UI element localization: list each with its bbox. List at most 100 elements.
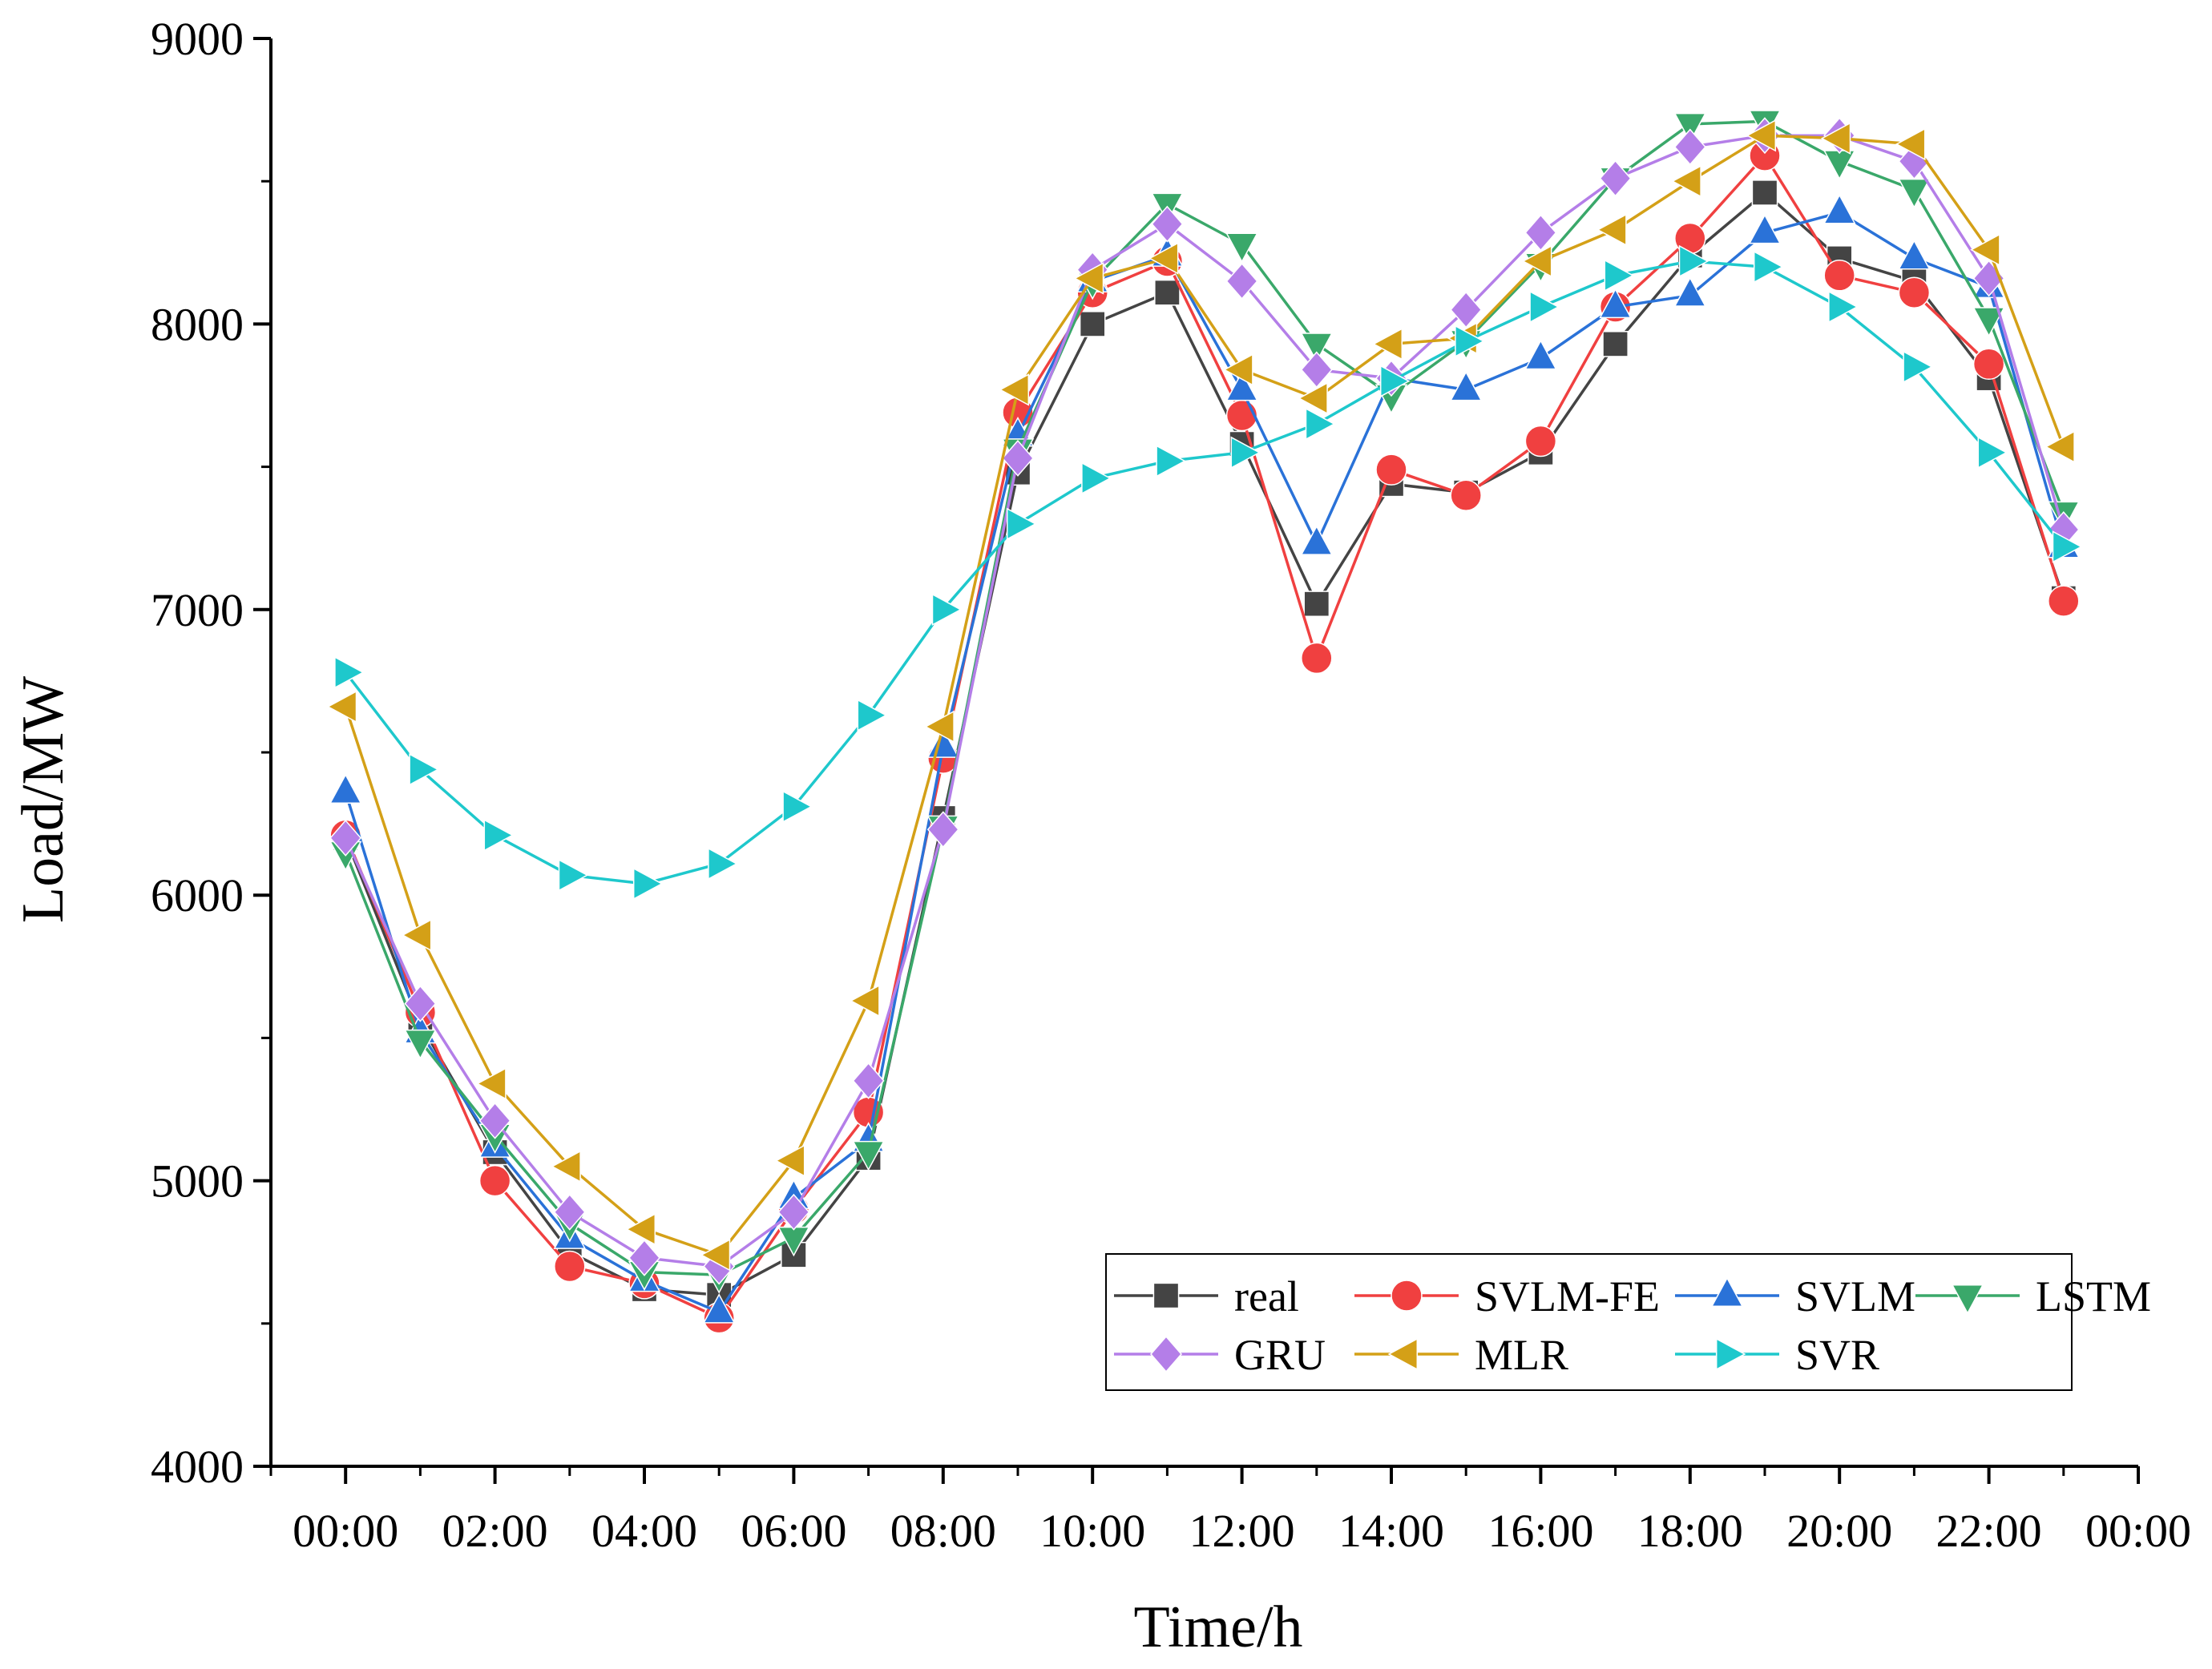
legend-label: GRU — [1234, 1331, 1326, 1379]
data-point-mlr — [625, 1212, 656, 1246]
data-point-svr — [1977, 436, 2008, 470]
y-tick-label: 6000 — [151, 869, 244, 921]
y-axis-title: Load/MW — [10, 676, 76, 923]
legend-box — [1105, 1253, 2073, 1391]
data-point-mlr — [1073, 262, 1104, 295]
data-point-svlm-fe — [1524, 425, 1557, 458]
series-svlm — [329, 193, 2081, 1324]
data-point-svlm-fe — [478, 1164, 511, 1197]
data-point-svlm — [1449, 370, 1483, 401]
data-point-gru — [1524, 214, 1557, 252]
data-point-svr — [1678, 244, 1709, 278]
data-point-gru — [1972, 260, 2005, 297]
data-point-lstm — [1300, 333, 1334, 363]
legend-item-real: real — [1114, 1272, 1299, 1320]
data-point-mlr — [924, 710, 955, 744]
data-point-svlm — [1673, 276, 1707, 307]
data-point-gru — [1599, 159, 1632, 197]
data-point-mlr — [326, 690, 357, 724]
series-line-gru — [344, 134, 2065, 1268]
data-point-svlm-fe — [554, 1250, 586, 1283]
data-point-lstm — [404, 1029, 437, 1060]
data-point-real — [1751, 179, 1778, 206]
data-point-gru — [1225, 262, 1258, 300]
series-svr — [334, 244, 2083, 901]
x-axis-title: Time/h — [1133, 1594, 1302, 1660]
x-tick-label: 06:00 — [741, 1505, 846, 1557]
data-point-mlr — [1596, 213, 1627, 247]
data-point-mlr — [1521, 244, 1552, 278]
data-point-svr — [632, 867, 664, 901]
data-point-svlm — [1300, 525, 1334, 555]
data-point-svr — [558, 858, 589, 892]
series-group — [326, 110, 2083, 1334]
data-point-svlm-fe — [1375, 454, 1407, 486]
data-point-mlr — [1148, 242, 1179, 275]
data-point-mlr — [1372, 328, 1403, 361]
x-tick-label: 22:00 — [1936, 1505, 2042, 1557]
data-point-real — [1079, 311, 1106, 337]
legend-label: SVLM — [1795, 1272, 1915, 1320]
data-point-lstm — [1225, 232, 1258, 264]
y-tick-label: 5000 — [151, 1155, 244, 1207]
legend-label: real — [1234, 1272, 1299, 1320]
data-point-svr — [1006, 507, 1037, 541]
x-tick-label: 16:00 — [1487, 1505, 1593, 1557]
x-tick-label: 14:00 — [1338, 1505, 1444, 1557]
data-point-svr — [1604, 259, 1635, 292]
data-point-real — [1154, 279, 1181, 306]
data-point-lstm — [1898, 178, 1931, 209]
data-point-real — [1303, 591, 1330, 618]
series-line-svr — [344, 260, 2065, 885]
data-point-svr — [1455, 325, 1485, 358]
data-point-mlr — [1970, 233, 2000, 266]
data-point-gru — [926, 811, 959, 849]
data-point-svr — [1156, 445, 1186, 478]
axes: 4000 5000 6000 7000 8000 9000 00:00 02:00 04:00 0… — [151, 13, 2191, 1557]
data-point-gru — [404, 985, 437, 1022]
x-tick-label: 18:00 — [1637, 1505, 1743, 1557]
data-point-svr — [1828, 290, 1859, 324]
data-point-svr — [1305, 407, 1336, 441]
data-point-mlr — [2044, 430, 2075, 463]
legend-label: MLR — [1475, 1331, 1568, 1379]
x-tick-label: 04:00 — [591, 1505, 697, 1557]
data-point-svr — [1753, 250, 1784, 284]
x-tick-label: 00:00 — [293, 1505, 398, 1557]
data-point-mlr — [551, 1150, 581, 1183]
legend-marker — [1715, 1337, 1746, 1371]
data-point-gru — [1300, 351, 1333, 389]
data-point-gru — [852, 1062, 885, 1099]
series-lstm — [329, 110, 2081, 1294]
data-point-svr — [1379, 365, 1411, 397]
data-point-svlm-fe — [1823, 260, 1855, 292]
data-point-mlr — [1298, 381, 1328, 415]
data-point-mlr — [1895, 127, 1926, 161]
legend-label: LSTM — [2036, 1272, 2151, 1320]
data-point-gru — [553, 1193, 586, 1231]
x-tick-label: 10:00 — [1039, 1505, 1145, 1557]
data-point-svr — [1903, 350, 1933, 384]
data-point-mlr — [774, 1144, 805, 1177]
data-point-svr — [483, 819, 515, 852]
data-point-mlr — [700, 1239, 731, 1272]
y-tick-label: 8000 — [151, 298, 244, 350]
data-point-gru — [1450, 291, 1483, 329]
data-point-gru — [329, 819, 362, 857]
data-point-mlr — [999, 373, 1030, 406]
x-tick-label: 08:00 — [890, 1505, 996, 1557]
data-point-real — [1602, 331, 1629, 357]
data-point-svlm-fe — [1898, 276, 1931, 308]
y-tick-label: 9000 — [151, 13, 244, 65]
data-point-svr — [1081, 462, 1112, 495]
data-point-svr — [409, 753, 439, 786]
legend: real SVLM-FE SVLM LSTM GRU MLR SVR — [1105, 1253, 2151, 1391]
data-point-svlm — [1225, 370, 1258, 401]
data-point-mlr — [1746, 119, 1777, 152]
series-line-mlr — [344, 134, 2065, 1257]
legend-marker — [1951, 1284, 1984, 1315]
y-tick-label: 7000 — [151, 584, 244, 636]
legend-marker — [1710, 1276, 1744, 1308]
series-line-svlm — [344, 211, 2065, 1314]
